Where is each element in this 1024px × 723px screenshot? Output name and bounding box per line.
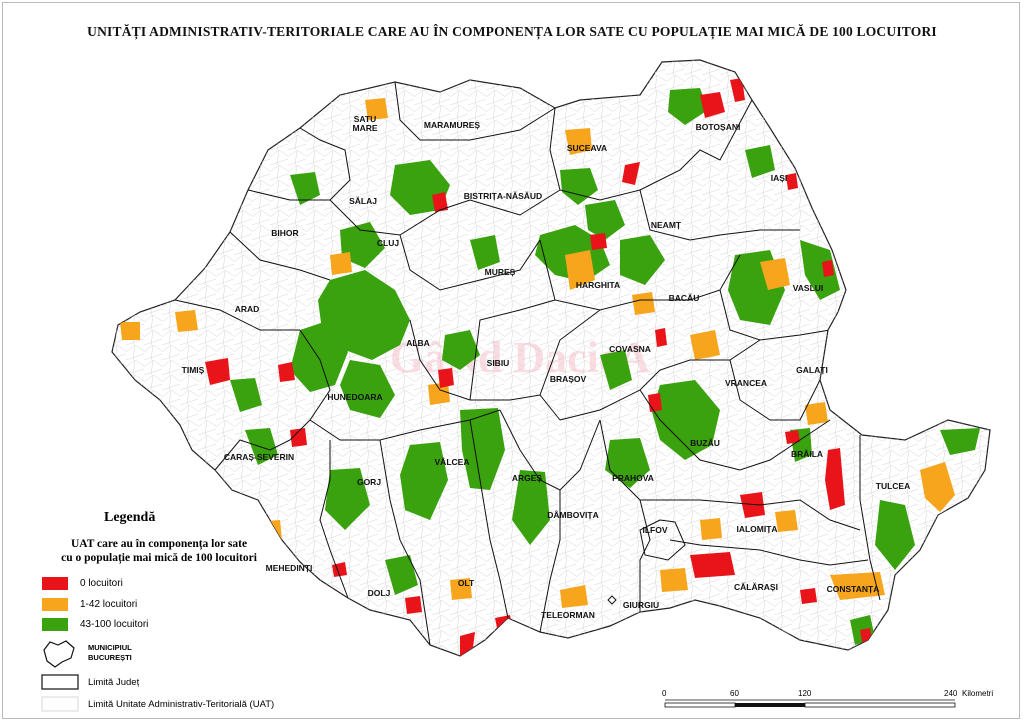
map-title: UNITĂȚI ADMINISTRATIV-TERITORIALE CARE A… — [87, 24, 937, 39]
scale-tick-120: 120 — [798, 689, 812, 698]
county-label: BRĂILA — [791, 449, 823, 459]
legend-subtitle-line2: cu o populație mai mică de 100 locuitori — [61, 552, 257, 564]
legend-swatch-red — [42, 577, 68, 590]
county-label: SIBIU — [487, 358, 510, 368]
county-label: TULCEA — [876, 481, 910, 491]
county-label: VRANCEA — [725, 378, 767, 388]
county-label: HARGHITA — [576, 280, 620, 290]
county-label: CĂLĂRAȘI — [734, 582, 778, 592]
legend-item-orange: 1-42 locuitori — [42, 598, 137, 611]
county-label: CLUJ — [377, 238, 399, 248]
bucharest-legend-label: MUNICIPIUL BUCUREȘTI — [88, 643, 132, 663]
bucharest-legend-icon — [43, 640, 75, 668]
bucharest-marker — [607, 595, 617, 605]
county-label: SUCEAVA — [567, 143, 607, 153]
county-label: PRAHOVA — [612, 473, 654, 483]
county-label: MUREȘ — [485, 267, 516, 277]
uat-boundary-legend-icon — [41, 696, 79, 712]
county-boundary-label: Limită Județ — [88, 677, 140, 688]
county-label: IALOMIȚA — [736, 524, 777, 534]
county-label: HUNEDOARA — [327, 392, 382, 402]
county-label: COVASNA — [609, 344, 651, 354]
county-label: VÂLCEA — [435, 456, 470, 467]
county-label: BACĂU — [669, 293, 700, 303]
county-label: SATU — [354, 114, 377, 124]
scale-bar — [664, 699, 956, 708]
county-label: GIURGIU — [623, 600, 659, 610]
county-label: GALAȚI — [796, 365, 828, 375]
bucharest-label-line2: BUCUREȘTI — [88, 653, 132, 662]
county-label: BUZĂU — [690, 438, 720, 448]
legend-subtitle: UAT care au în componența lor sate cu o … — [44, 537, 274, 565]
county-label: TELEORMAN — [541, 610, 595, 620]
legend-item-label: 1-42 locuitori — [80, 599, 138, 610]
county-label: BIHOR — [271, 228, 298, 238]
county-label: ARAD — [235, 304, 260, 314]
county-label: MARE — [352, 123, 377, 133]
legend-item-label: 0 locuitori — [80, 578, 123, 589]
county-label: MARAMUREȘ — [424, 120, 481, 130]
county-label: DOLJ — [368, 588, 391, 598]
county-label: SĂLAJ — [349, 196, 377, 206]
county-boundary-legend-icon — [41, 674, 79, 690]
county-label: TIMIȘ — [182, 365, 205, 375]
county-label: ARGEȘ — [512, 473, 543, 483]
legend-item-green: 43-100 locuitori — [42, 618, 148, 631]
county-label: BISTRIȚA-NĂSĂUD — [464, 191, 542, 201]
county-label: NEAMȚ — [651, 220, 682, 230]
legend-title: Legendă — [104, 510, 156, 525]
legend-item-red: 0 locuitori — [42, 577, 123, 590]
county-label: GORJ — [357, 477, 381, 487]
bucharest-label-line1: MUNICIPIUL — [88, 643, 132, 652]
county-label: VASLUI — [793, 283, 824, 293]
county-label: ALBA — [406, 338, 430, 348]
county-label: MEHEDINȚI — [266, 563, 313, 573]
county-label: CARAȘ-SEVERIN — [224, 452, 294, 462]
legend-item-label: 43-100 locuitori — [80, 619, 149, 630]
legend-subtitle-line1: UAT care au în componența lor sate — [70, 538, 248, 550]
county-label: OLT — [458, 578, 475, 588]
legend-swatch-green — [42, 618, 68, 631]
scale-tick-0: 0 — [662, 689, 667, 698]
county-label: IAȘI — [771, 173, 788, 183]
orange-uat-areas — [120, 98, 955, 608]
legend-swatch-orange — [42, 598, 68, 611]
county-label: ILFOV — [642, 525, 667, 535]
scale-tick-240: 240 — [944, 689, 958, 698]
uat-boundary-label: Limită Unitate Administrativ-Teritorială… — [88, 699, 275, 710]
scale-unit: Kilometri — [962, 689, 994, 698]
county-label: CONSTANȚA — [827, 584, 880, 594]
county-label: BOTOȘANI — [696, 122, 741, 132]
county-label: DÂMBOVIȚA — [547, 509, 598, 520]
scale-tick-60: 60 — [730, 689, 739, 698]
county-boundaries — [174, 81, 881, 646]
county-label: BRAȘOV — [550, 374, 587, 384]
